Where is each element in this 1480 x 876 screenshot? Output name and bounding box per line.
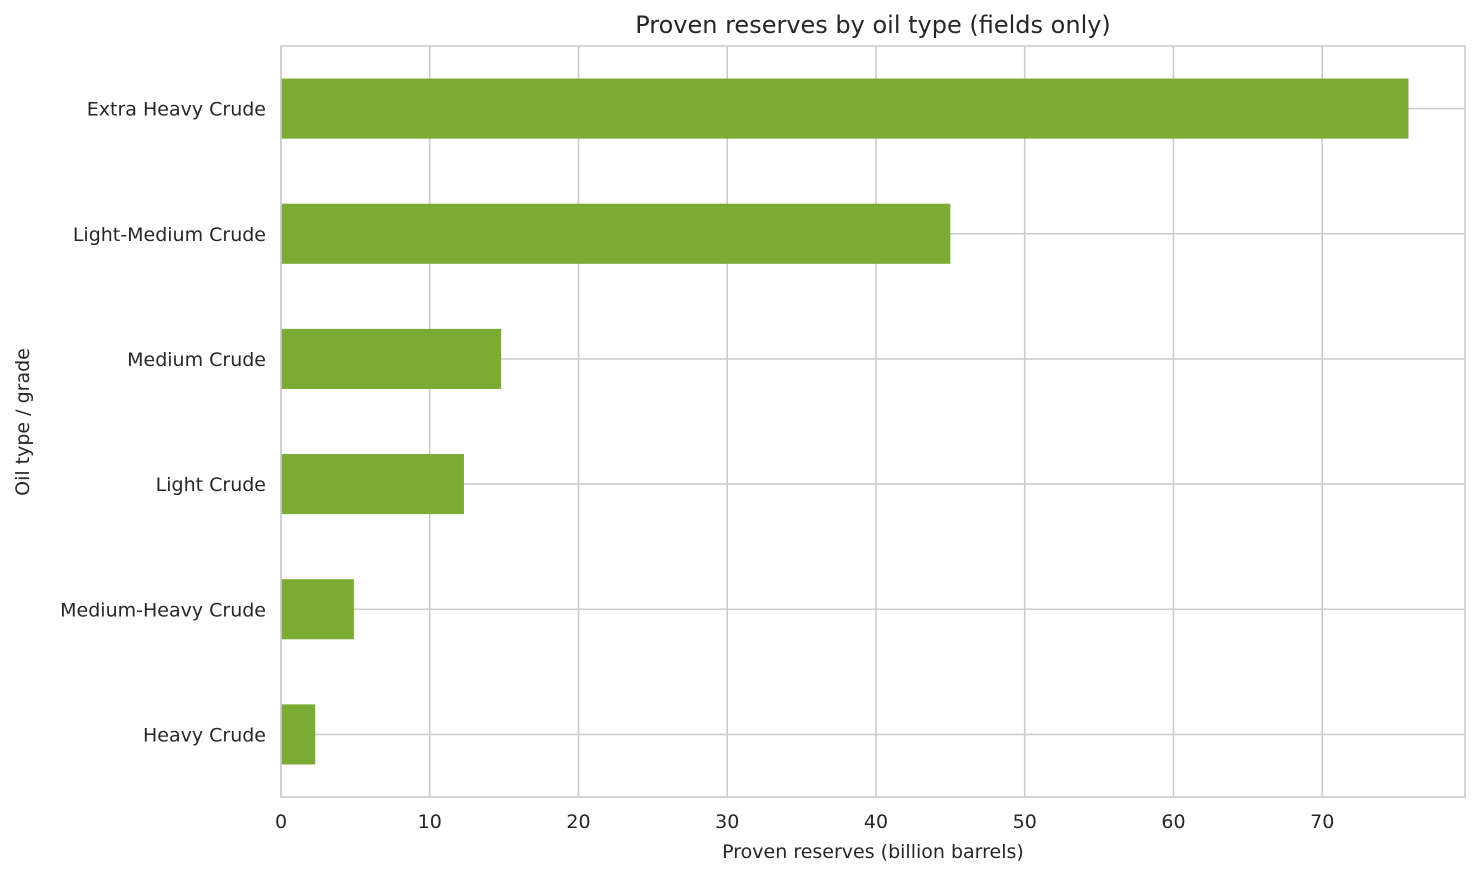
grid-layer [280, 46, 1465, 797]
x-tick-label: 20 [566, 811, 590, 833]
bar [281, 328, 502, 389]
x-tick-label: 10 [418, 811, 442, 833]
y-axis-label: Oil type / grade [12, 348, 34, 496]
x-axis-label: Proven reserves (billion barrels) [722, 841, 1024, 863]
bars-layer [281, 78, 1409, 765]
y-tick-label: Heavy Crude [143, 724, 266, 746]
y-tick-label: Extra Heavy Crude [87, 99, 266, 121]
plot-frame [280, 45, 1466, 798]
y-tick-label: Medium-Heavy Crude [60, 599, 266, 621]
bar [281, 203, 951, 264]
bar [281, 78, 1409, 139]
y-tick-label: Medium Crude [127, 349, 266, 371]
bar [281, 704, 316, 765]
bar [281, 579, 354, 640]
y-tick-label: Light Crude [156, 474, 266, 496]
bar [281, 454, 464, 515]
y-tick-label: Light-Medium Crude [73, 224, 266, 246]
x-tick-label: 40 [864, 811, 888, 833]
x-tick-labels: 0 10 20 30 40 50 60 70 [275, 811, 1334, 833]
x-tick-label: 50 [1013, 811, 1037, 833]
x-tick-label: 30 [715, 811, 739, 833]
x-tick-label: 70 [1310, 811, 1334, 833]
y-tick-labels: Extra Heavy Crude Light-Medium Crude Mediu… [60, 99, 266, 747]
x-tick-label: 60 [1161, 811, 1185, 833]
x-tick-label: 0 [275, 811, 287, 833]
chart-title: Proven reserves by oil type (fields only… [635, 11, 1111, 39]
